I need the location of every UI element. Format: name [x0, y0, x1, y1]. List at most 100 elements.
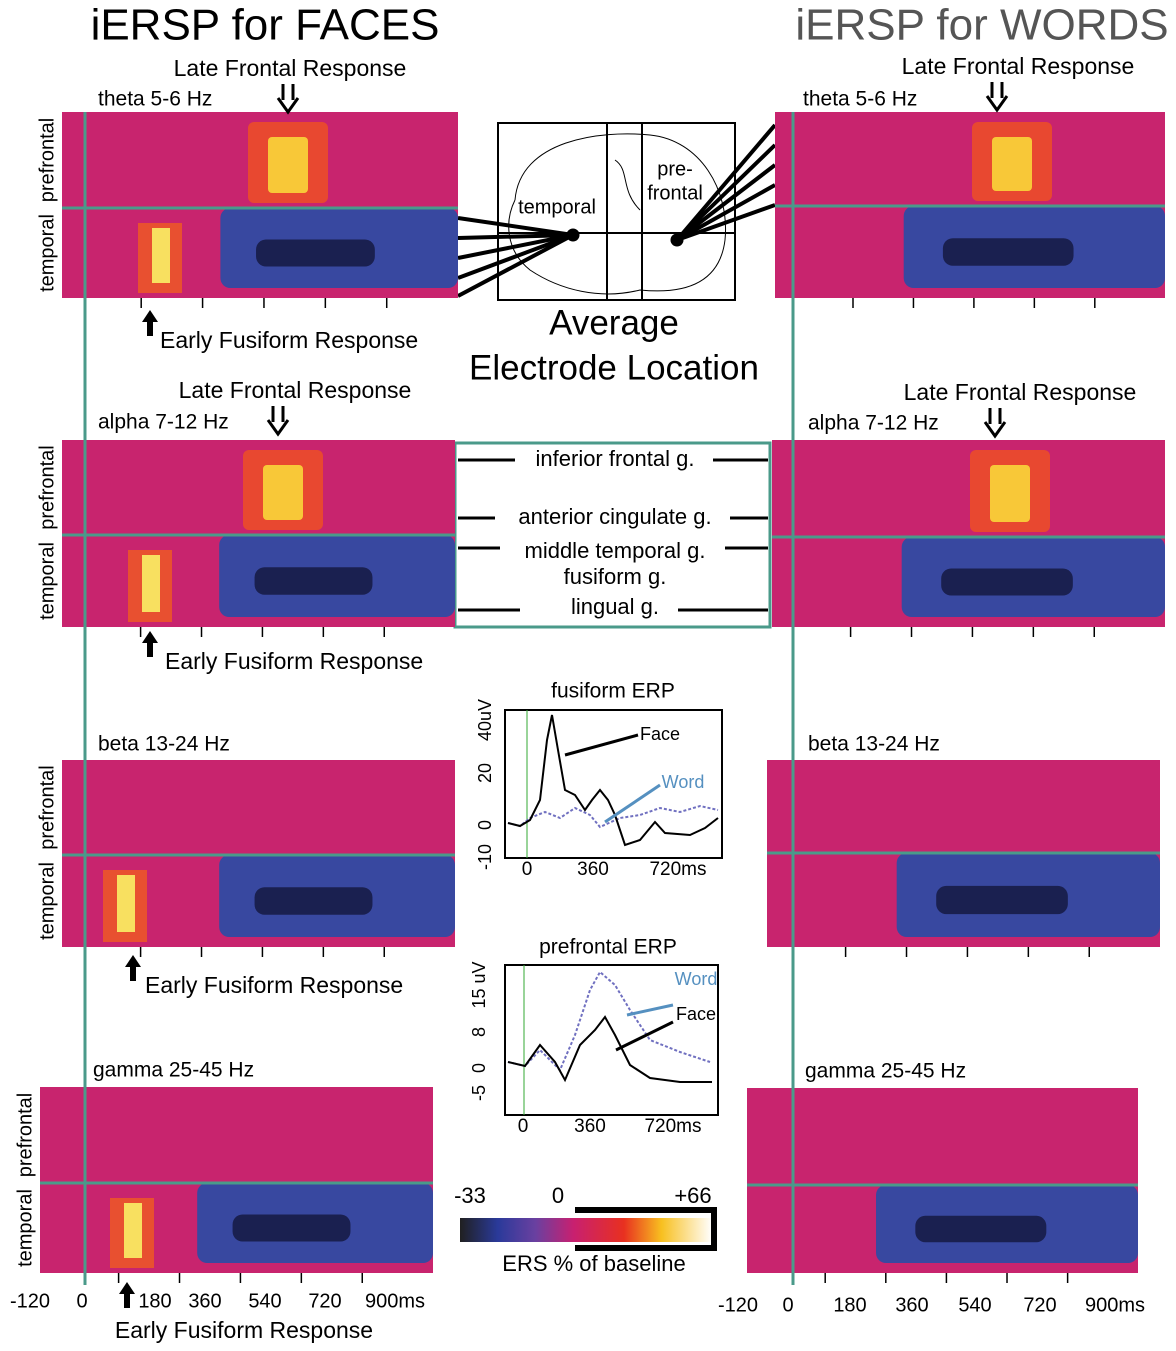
region-label: fusiform g. [564, 564, 667, 589]
arrow [125, 955, 141, 981]
x-tick-label: 180 [138, 1290, 171, 1312]
colorbar-label: ERS % of baseline [502, 1251, 685, 1276]
band-label: beta 13-24 Hz [808, 733, 940, 756]
figure: iERSP for FACES iERSP for WORDS theta 5-6 … [0, 0, 1176, 1346]
arrow [142, 631, 158, 657]
temporal-dark [936, 886, 1068, 914]
band-label: gamma 25-45 Hz [805, 1060, 966, 1083]
temporal-dark [941, 569, 1073, 596]
colorbar-tick: -33 [454, 1183, 486, 1208]
band-label: beta 13-24 Hz [98, 733, 230, 756]
row-label: temporal [36, 862, 58, 940]
frontal-yellow [263, 465, 303, 520]
heatmap [62, 112, 458, 308]
temporal-dark [255, 887, 373, 915]
region-label: anterior cingulate g. [518, 504, 711, 529]
x-tick-label: 360 [577, 859, 609, 880]
double-arrow [987, 82, 1007, 110]
heatmap [767, 760, 1160, 957]
frontal-yellow [268, 137, 308, 193]
x-tick-label: 0 [76, 1290, 87, 1312]
band-label: alpha 7-12 Hz [808, 412, 939, 435]
x-tick-label: 360 [188, 1290, 221, 1312]
fusiform-yellow [117, 875, 135, 932]
x-tick-label: 900ms [365, 1290, 425, 1312]
heatmap [747, 1088, 1138, 1283]
electrode-label: temporal [518, 196, 596, 218]
heatmap [772, 440, 1165, 637]
heatmap [775, 112, 1165, 308]
erp-title: fusiform ERP [551, 680, 675, 703]
row-label: prefrontal [36, 445, 58, 530]
y-tick-label: 15 uV [469, 961, 489, 1008]
colorbar-tick: 0 [552, 1183, 564, 1208]
x-tick-label: 900ms [1085, 1294, 1145, 1316]
x-tick-label: 720ms [644, 1116, 701, 1137]
band-label: gamma 25-45 Hz [93, 1059, 254, 1082]
erp-plots [505, 710, 722, 1115]
x-tick-label: -120 [10, 1290, 50, 1312]
temporal-dark [255, 567, 373, 595]
erp-title: prefrontal ERP [539, 936, 677, 959]
electrode-label: frontal [647, 182, 703, 204]
x-tick-label: 360 [895, 1294, 928, 1316]
y-tick-label: 0 [469, 1063, 489, 1073]
fusiform-yellow [142, 555, 160, 612]
late-label: Late Frontal Response [902, 53, 1135, 79]
fusiform-yellow [124, 1203, 142, 1258]
band-label: theta 5-6 Hz [803, 88, 917, 111]
temporal-dark [943, 238, 1074, 266]
x-tick-label: 540 [958, 1294, 991, 1316]
region-label: middle temporal g. [525, 538, 706, 563]
row-label: temporal [36, 214, 58, 292]
row-label: prefrontal [14, 1093, 36, 1178]
late-label: Late Frontal Response [904, 379, 1137, 405]
legend-label: Word [662, 772, 705, 792]
x-tick-label: 0 [782, 1294, 793, 1316]
y-tick-label: -5 [469, 1085, 489, 1101]
x-tick-label: 360 [574, 1116, 606, 1137]
temporal-dark [256, 240, 375, 267]
x-tick-label: 720ms [649, 859, 706, 880]
band-label: theta 5-6 Hz [98, 88, 212, 111]
band-label: alpha 7-12 Hz [98, 411, 229, 434]
x-tick-label: 0 [518, 1116, 529, 1137]
row-label: temporal [36, 542, 58, 620]
x-tick-label: -120 [718, 1294, 758, 1316]
x-tick-label: 540 [248, 1290, 281, 1312]
double-arrow [278, 84, 298, 112]
colorbar-tick: +66 [674, 1183, 711, 1208]
fusiform-yellow [152, 228, 170, 283]
frontal-yellow [990, 465, 1030, 522]
early-label: Early Fusiform Response [145, 972, 403, 998]
late-label: Late Frontal Response [174, 55, 407, 81]
words-title: iERSP for WORDS [795, 1, 1168, 50]
x-tick-label: 180 [833, 1294, 866, 1316]
row-label: prefrontal [36, 118, 58, 203]
x-tick-label: 0 [522, 859, 533, 880]
early-label: Early Fusiform Response [165, 648, 423, 674]
electrode-title: Electrode Location [469, 348, 759, 387]
x-tick-label: 720 [308, 1290, 341, 1312]
late-label: Late Frontal Response [179, 377, 412, 403]
region-label: lingual g. [571, 594, 659, 619]
colorbar [460, 1210, 714, 1248]
electrode-title: Average [549, 303, 679, 342]
heatmap [62, 760, 455, 957]
y-tick-label: 20 [475, 763, 495, 783]
early-label: Early Fusiform Response [160, 327, 418, 353]
heatmap [62, 440, 455, 637]
temporal-dark [915, 1216, 1046, 1242]
legend-label: Face [676, 1004, 716, 1024]
x-tick-label: 720 [1023, 1294, 1056, 1316]
row-label: temporal [14, 1189, 36, 1267]
double-arrow [985, 408, 1005, 436]
faces-title: iERSP for FACES [91, 1, 440, 50]
arrow [142, 310, 158, 336]
electrode-diagram [458, 123, 775, 300]
arrow [119, 1282, 135, 1308]
legend-label: Face [640, 724, 680, 744]
y-tick-label: 8 [469, 1027, 489, 1037]
temporal-dark [233, 1215, 351, 1242]
frontal-yellow [992, 137, 1032, 191]
